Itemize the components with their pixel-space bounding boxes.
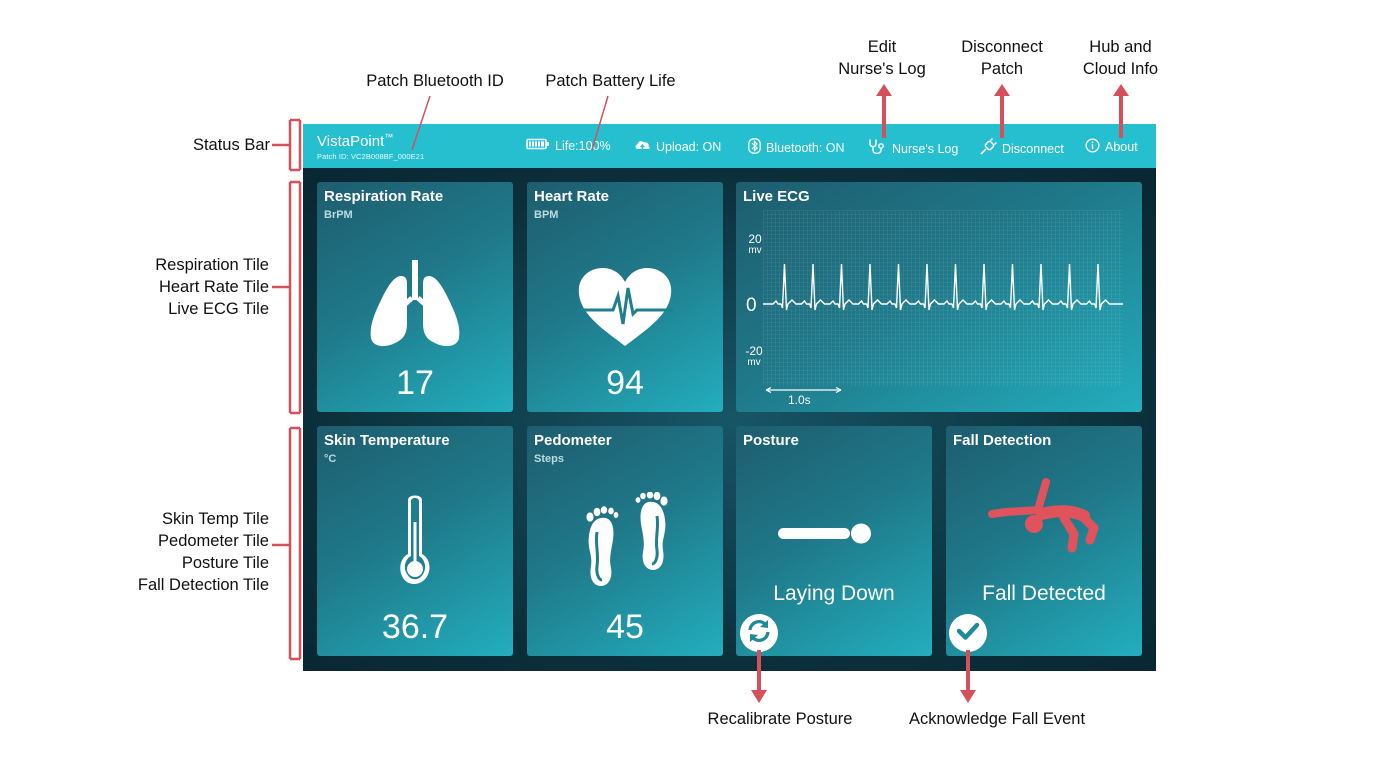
about-label: About <box>1105 140 1138 154</box>
heart-ecg-icon <box>577 266 673 353</box>
callout-tiles-bottom: Skin Temp Tile Pedometer Tile Posture Ti… <box>100 508 269 596</box>
skin-temperature-tile[interactable]: Skin Temperature °C 36.7 <box>317 426 513 656</box>
battery-icon <box>526 138 550 153</box>
upload-label: Upload: ON <box>656 139 722 154</box>
info-icon <box>1085 138 1100 156</box>
disconnect-label: Disconnect <box>1002 141 1064 156</box>
ecg-grid <box>763 210 1123 386</box>
callout-live-ecg-tile: Live ECG Tile <box>168 300 269 318</box>
respiration-tile[interactable]: Respiration Rate BrPM 17 <box>317 182 513 412</box>
tile-unit: Steps <box>534 453 564 465</box>
lungs-icon <box>367 258 463 355</box>
callout-posture-tile: Posture Tile <box>181 554 269 572</box>
respiration-value: 17 <box>396 364 434 402</box>
ecg-time-scale-label: 1.0s <box>788 393 811 407</box>
fall-status: Fall Detected <box>982 582 1106 605</box>
callout-acknowledge-fall-event: Acknowledge Fall Event <box>908 710 1086 728</box>
callout-edit-nurses-log: Edit Nurse's Log <box>838 38 926 78</box>
pedometer-value: 45 <box>606 608 644 646</box>
recalibrate-posture-button[interactable] <box>740 614 778 652</box>
battery-label: Life:100% <box>555 138 611 153</box>
bluetooth-icon <box>748 138 761 157</box>
tile-title: Fall Detection <box>953 432 1052 449</box>
callout-pedometer-tile: Pedometer Tile <box>158 532 269 550</box>
thermometer-icon <box>397 492 433 593</box>
callout-heart-rate-tile: Heart Rate Tile <box>158 278 269 296</box>
callout-tiles-top: Respiration Tile Heart Rate Tile Live EC… <box>110 254 269 320</box>
live-ecg-tile[interactable]: Live ECG 20 mv 0 -20 mv 1 <box>736 182 1142 412</box>
callout-patch-battery-life: Patch Battery Life <box>545 72 676 90</box>
posture-status: Laying Down <box>773 582 895 605</box>
callout-patch-bluetooth-id: Patch Bluetooth ID <box>366 72 504 90</box>
bluetooth-label: Bluetooth: ON <box>766 140 845 155</box>
ecg-chart <box>763 210 1123 394</box>
callout-disconnect-patch: Disconnect Patch <box>961 38 1043 78</box>
checkmark-icon <box>955 618 981 649</box>
bluetooth-status: Bluetooth: ON <box>748 138 845 157</box>
falling-person-icon <box>986 474 1106 575</box>
plug-icon <box>979 137 998 159</box>
patch-bluetooth-id: Patch ID: VC2B008BF_000E21 <box>317 152 425 161</box>
laying-down-icon <box>778 522 874 551</box>
bottom-tiles-bracket <box>272 426 302 661</box>
callout-skin-temp-tile: Skin Temp Tile <box>162 510 269 528</box>
tile-title: Pedometer <box>534 432 612 449</box>
callout-brackets <box>272 118 302 661</box>
vitals-grid: Respiration Rate BrPM 17 Heart Rate BPM <box>303 168 1156 671</box>
tile-title: Heart Rate <box>534 188 610 205</box>
pedometer-tile[interactable]: Pedometer Steps <box>527 426 723 656</box>
about-button[interactable]: About <box>1085 138 1138 156</box>
footprints-icon <box>581 491 673 593</box>
battery-status: Life:100% <box>526 138 611 153</box>
tile-title: Live ECG <box>743 188 810 205</box>
upload-status: Upload: ON <box>634 138 721 155</box>
vistapoint-app: VistaPoint™ Patch ID: VC2B008BF_000E21 L… <box>303 124 1156 671</box>
cloud-upload-icon <box>634 138 651 155</box>
heart-rate-value: 94 <box>606 364 644 402</box>
callout-fall-detection-tile: Fall Detection Tile <box>137 576 269 594</box>
top-tiles-bracket <box>272 180 302 415</box>
nurses-log-button[interactable]: Nurse's Log <box>867 138 958 159</box>
heart-rate-tile[interactable]: Heart Rate BPM 94 <box>527 182 723 412</box>
callout-respiration-tile: Respiration Tile <box>155 256 269 274</box>
tile-unit: BrPM <box>324 209 353 221</box>
recalibrate-icon <box>745 617 773 650</box>
callout-hub-cloud-info: Hub and Cloud Info <box>1082 38 1159 78</box>
tile-title: Skin Temperature <box>324 432 450 449</box>
tile-unit: BPM <box>534 209 559 221</box>
ecg-time-scale-arrows <box>765 386 842 394</box>
callout-status-bar: Status Bar <box>192 136 270 154</box>
ecg-y-top-label: 20 mv <box>748 232 762 256</box>
ecg-trace <box>763 263 1123 311</box>
disconnect-button[interactable]: Disconnect <box>979 137 1064 159</box>
status-bar-bracket <box>272 118 302 172</box>
status-bar: VistaPoint™ Patch ID: VC2B008BF_000E21 L… <box>303 124 1156 168</box>
tile-title: Respiration Rate <box>324 188 444 205</box>
acknowledge-fall-button[interactable] <box>949 614 987 652</box>
skin-temperature-value: 36.7 <box>381 608 449 646</box>
callout-recalibrate-posture: Recalibrate Posture <box>707 710 853 728</box>
ecg-y-zero-label: 0 <box>746 295 757 316</box>
nurses-log-label: Nurse's Log <box>892 141 959 156</box>
ecg-y-bottom-label: -20 mv <box>745 344 763 368</box>
tile-unit: °C <box>324 453 337 465</box>
stethoscope-icon <box>867 138 887 159</box>
tile-title: Posture <box>743 432 799 449</box>
brand-name: VistaPoint™ <box>317 132 394 150</box>
